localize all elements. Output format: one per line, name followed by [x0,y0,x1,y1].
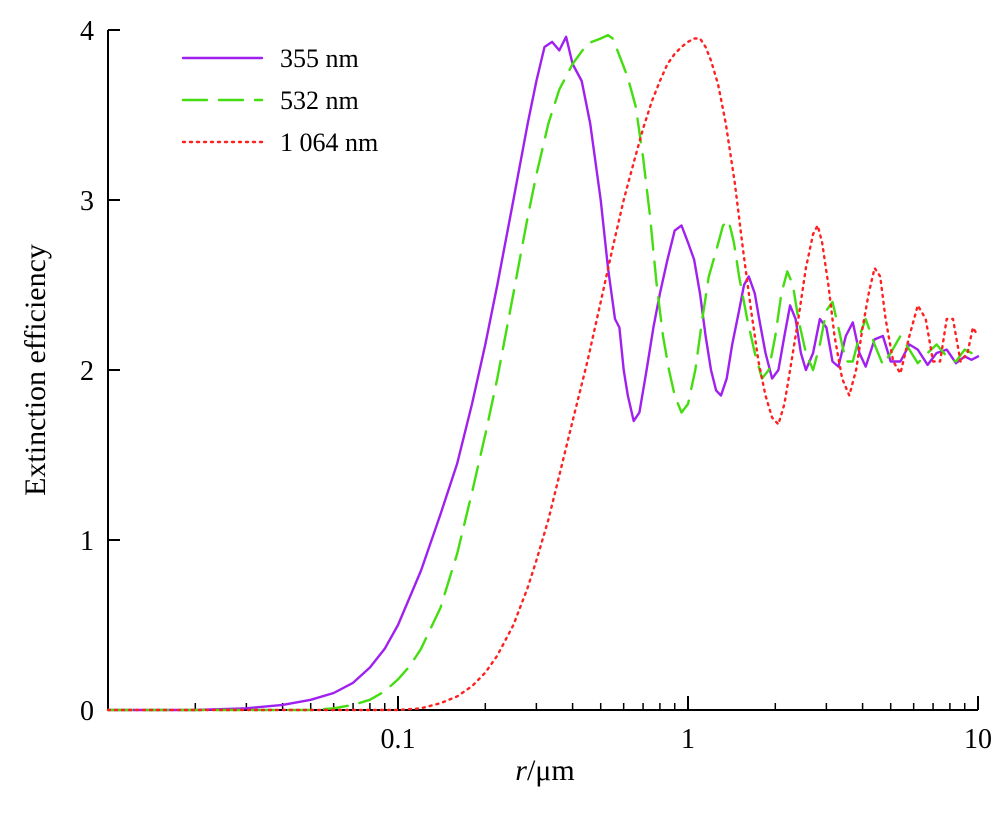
x-tick-label: 10 [964,724,992,755]
series-group [106,33,980,712]
series-line-532-nm [106,33,980,712]
legend-label: 355 nm [280,44,359,73]
x-tick-label: 0.1 [381,724,416,755]
y-tick-label: 2 [80,356,94,387]
y-tick-label: 1 [80,526,94,557]
axes [107,30,978,711]
legend-label: 532 nm [280,86,359,115]
x-axis-label-unit: /μm [527,754,575,787]
series-line-355-nm [106,35,980,712]
x-tick-label: 1 [681,724,695,755]
x-axis-label: r/μm [515,754,574,787]
legend-label: 1 064 nm [280,128,378,157]
y-axis-label: Extinction efficiency [19,244,52,496]
ticks: 0 1 2 3 4 0.1 1 10 [80,16,992,755]
y-tick-label: 4 [80,16,94,47]
y-tick-label: 0 [80,696,94,727]
y-tick-label: 3 [80,186,94,217]
series-line-1-064-nm [106,37,980,712]
x-axis-label-symbol: r [515,754,527,787]
legend: 355 nm 532 nm 1 064 nm [181,44,378,157]
